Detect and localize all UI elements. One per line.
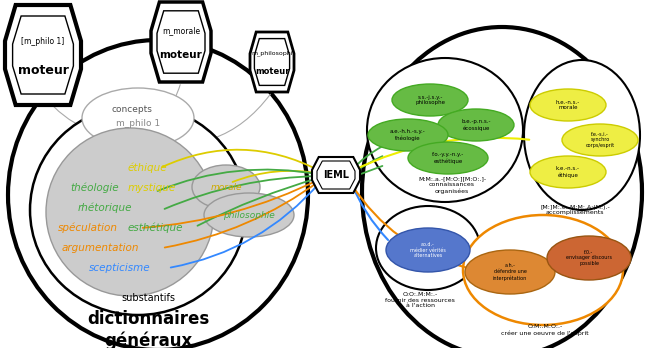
Text: moteur: moteur [255,67,289,76]
Ellipse shape [530,89,606,121]
Text: a.e.-h.h.-s.y.-
théologie: a.e.-h.h.-s.y.- théologie [390,129,426,141]
Text: a.h.-
défendre une
interprétation: a.h.- défendre une interprétation [493,263,527,280]
Ellipse shape [362,27,642,348]
Ellipse shape [392,84,468,116]
Text: f.0.-
envisager discours
possible: f.0.- envisager discours possible [566,250,612,266]
Text: esthétique: esthétique [127,223,183,233]
Text: b.e.-p.n.s.-
écossique: b.e.-p.n.s.- écossique [461,119,491,131]
Polygon shape [317,161,355,189]
Ellipse shape [562,124,638,156]
Ellipse shape [408,142,488,174]
Text: mystique: mystique [128,183,176,193]
Text: f.e.-s.i.-
synchro
corps/esprit: f.e.-s.i.- synchro corps/esprit [586,132,615,148]
Polygon shape [312,157,360,193]
Polygon shape [157,11,205,73]
Text: spéculation: spéculation [58,223,118,233]
Text: M:M:.a.-[M:O:][M:O:.]-
connaissances
organisées: M:M:.a.-[M:O:][M:O:.]- connaissances org… [418,176,486,193]
Text: éthique: éthique [127,163,167,173]
Text: dictionnaires
généraux: dictionnaires généraux [87,310,209,348]
Polygon shape [13,16,74,94]
Ellipse shape [192,165,260,209]
Ellipse shape [547,236,631,280]
Text: O:M:.M:O:.-
créer une oeuvre de l'esprit: O:M:.M:O:.- créer une oeuvre de l'esprit [501,324,589,336]
Text: morale: morale [210,182,242,191]
Ellipse shape [530,156,606,188]
Ellipse shape [204,193,294,237]
Ellipse shape [82,88,194,148]
Ellipse shape [30,105,246,315]
Ellipse shape [367,58,523,202]
Text: rhétorique: rhétorique [78,203,132,213]
Text: scepticisme: scepticisme [89,263,151,273]
Text: moteur: moteur [17,64,68,78]
Text: m_morale: m_morale [162,26,200,35]
Text: moteur: moteur [159,50,203,60]
Text: ao.d.-
médier vérités
alternatives: ao.d.- médier vérités alternatives [410,242,446,258]
Ellipse shape [386,228,470,272]
Text: m_philosophi: m_philosophi [252,51,293,56]
Text: IEML: IEML [323,170,349,180]
Ellipse shape [438,109,514,141]
Text: s.s.-j.s.y.-
philosophe: s.s.-j.s.y.- philosophe [415,95,445,105]
Polygon shape [250,32,294,92]
Ellipse shape [463,215,623,325]
Polygon shape [151,2,211,82]
Text: substantifs: substantifs [121,293,175,303]
Text: [m_philo 1]: [m_philo 1] [21,37,64,46]
Text: k.e.-n.s.-
éthique: k.e.-n.s.- éthique [556,166,580,178]
Polygon shape [254,39,290,85]
Ellipse shape [46,128,214,296]
Text: O:O:.M:M:.-
fournir des ressources
à l'action: O:O:.M:M:.- fournir des ressources à l'a… [385,292,455,308]
Text: philosophie: philosophie [223,211,275,220]
Ellipse shape [376,206,480,290]
Ellipse shape [8,40,308,348]
Polygon shape [5,5,81,105]
Text: m_philo 1: m_philo 1 [116,119,160,128]
Text: argumentation: argumentation [61,243,139,253]
Text: théologie: théologie [71,183,119,193]
Text: concepts: concepts [112,105,152,114]
Text: h.e.-n.s.-
morale: h.e.-n.s.- morale [556,100,580,110]
Ellipse shape [465,250,555,294]
Ellipse shape [524,60,640,210]
Ellipse shape [368,119,448,151]
Text: [M:]M:.e.-M:M:.A:(M:).-
accomplissements: [M:]M:.e.-M:M:.A:(M:).- accomplissements [540,205,610,215]
Text: f.o.-y.y.-n.y.-
esthétique: f.o.-y.y.-n.y.- esthétique [432,152,464,164]
